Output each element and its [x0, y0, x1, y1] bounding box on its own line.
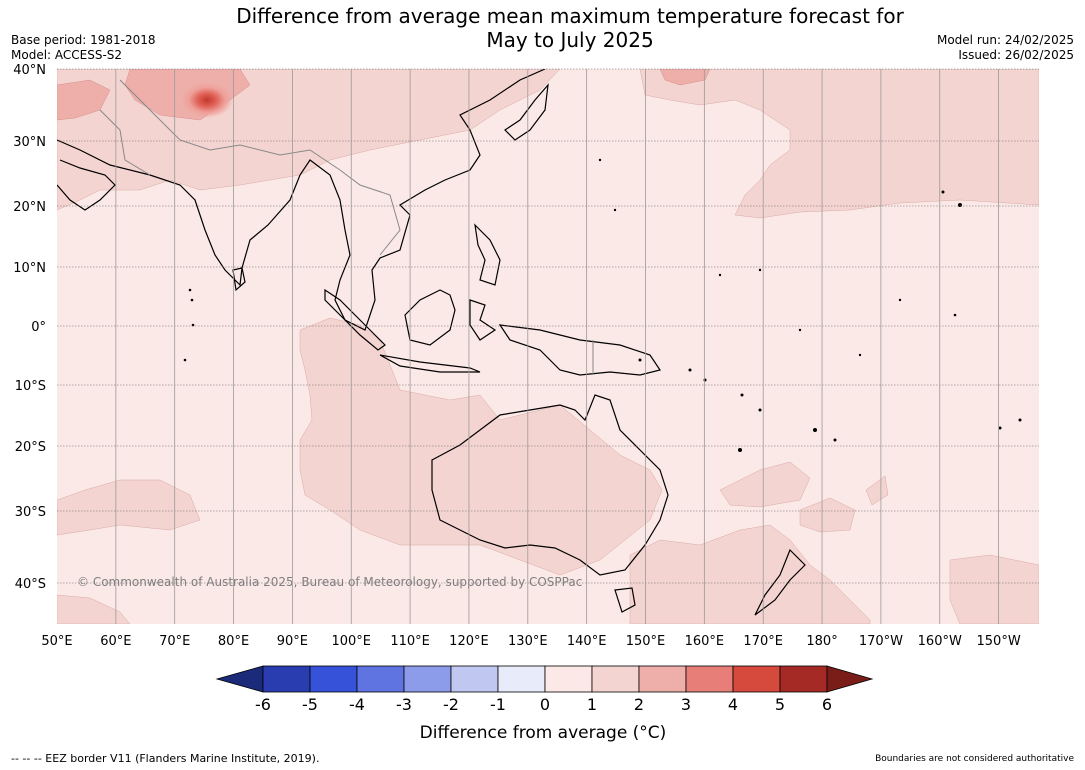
- colorbar-segment: [262, 665, 311, 693]
- lat-label: 30°N: [13, 135, 46, 150]
- colorbar-segment: [356, 665, 405, 693]
- copyright-watermark: © Commonwealth of Australia 2025, Bureau…: [77, 575, 582, 589]
- anomaly-1-2-north-pacific: [639, 69, 1039, 219]
- model-run: Model run: 24/02/2025: [936, 33, 1074, 47]
- anomaly-1-2-south-east-island: [865, 475, 889, 506]
- colorbar-segment: [309, 665, 358, 693]
- coast-sri-lanka: [232, 267, 246, 292]
- anomaly-2-3-north-pacific: [659, 69, 711, 86]
- colorbar-segment: [544, 665, 593, 693]
- colorbar-tick: 3: [681, 695, 691, 714]
- colorbar-label: Difference from average (°C): [420, 723, 667, 743]
- colorbar-tick: 5: [775, 695, 785, 714]
- anomaly-hotspot: [181, 82, 233, 118]
- map-area: © Commonwealth of Australia 2025, Bureau…: [57, 69, 1039, 624]
- colorbar-tick: -5: [302, 695, 318, 714]
- lat-label: 40°N: [13, 63, 46, 78]
- lon-label: 120°E: [449, 634, 489, 649]
- coast-new-zealand: [754, 548, 806, 616]
- pacific-islands: [183, 158, 1022, 452]
- boundaries-disclaimer: Boundaries are not considered authoritat…: [875, 754, 1074, 764]
- lat-label: 40°S: [15, 577, 46, 592]
- model-info: Base period: 1981-2018 Model: ACCESS-S2: [11, 33, 156, 63]
- lon-label: 170°W: [859, 634, 903, 649]
- eez-legend: -- -- -- EEZ border V11 (Flanders Marine…: [11, 752, 320, 765]
- lat-label: 20°S: [15, 440, 46, 455]
- lat-label: 30°S: [15, 505, 46, 520]
- coast-sumatra: [324, 288, 386, 351]
- colorbar-tick: -2: [443, 695, 459, 714]
- run-info: Model run: 24/02/2025 Issued: 26/02/2025: [937, 33, 1074, 63]
- issued-date: Issued: 26/02/2025: [958, 48, 1074, 62]
- anomaly-1-2-tasman: [629, 524, 871, 624]
- coastlines: [57, 69, 806, 616]
- lat-label: 0°: [31, 320, 46, 335]
- lon-label: 90°E: [277, 634, 308, 649]
- map-title: Difference from average mean maximum tem…: [0, 4, 1085, 52]
- colorbar-extend-low: [215, 665, 264, 693]
- title-line-1: Difference from average mean maximum tem…: [236, 4, 904, 28]
- coast-sulawesi: [469, 299, 497, 341]
- lat-label: 10°N: [13, 261, 46, 276]
- lat-label: 10°S: [15, 379, 46, 394]
- coast-japan: [504, 83, 549, 141]
- longitude-labels: 50°E 60°E 70°E 80°E 90°E 100°E 110°E 120°E 130°E…: [41, 634, 1020, 649]
- anomaly-1-2-south-pacific-b: [799, 497, 856, 533]
- lon-label: 160°W: [918, 634, 962, 649]
- lon-label: 80°E: [218, 634, 249, 649]
- coast-arabia: [57, 159, 116, 211]
- lon-label: 170°E: [743, 634, 783, 649]
- colorbar-segment: [638, 665, 687, 693]
- lat-label: 20°N: [13, 200, 46, 215]
- coast-new-guinea: [498, 324, 661, 376]
- colorbar-segment: [685, 665, 734, 693]
- colorbar-segment: [497, 665, 546, 693]
- colorbar-tick: 1: [587, 695, 597, 714]
- colorbar-tick: 4: [728, 695, 738, 714]
- colorbar-tick: 6: [822, 695, 832, 714]
- lon-label: 100°E: [331, 634, 371, 649]
- graticule: [57, 68, 1039, 624]
- colorbar-segment: [591, 665, 640, 693]
- lon-label: 140°E: [567, 634, 607, 649]
- colorbar-segment: [779, 665, 828, 693]
- lon-label: 60°E: [100, 634, 131, 649]
- coast-philippines: [474, 223, 501, 286]
- lon-label: 50°E: [41, 634, 72, 649]
- lon-label: 180°: [806, 634, 837, 649]
- colorbar-tick: -3: [396, 695, 412, 714]
- anomaly-1-2-south-pacific-a: [719, 461, 811, 508]
- lon-label: 150°W: [977, 634, 1021, 649]
- coast-borneo: [404, 289, 456, 346]
- anomaly-1-2-south-east: [949, 554, 1039, 624]
- lon-label: 160°E: [685, 634, 725, 649]
- colorbar-tick: 2: [634, 695, 644, 714]
- lon-label: 150°E: [626, 634, 666, 649]
- coast-australia: [431, 394, 669, 576]
- anomaly-1-2-south-west-corner: [57, 594, 131, 624]
- colorbar-segment: [450, 665, 499, 693]
- model-name: Model: ACCESS-S2: [11, 48, 123, 62]
- lon-label: 110°E: [390, 634, 430, 649]
- colorbar-extend-high: [826, 665, 874, 693]
- colorbar-segment: [403, 665, 452, 693]
- lon-label: 130°E: [508, 634, 548, 649]
- coast-india-asia: [57, 69, 546, 331]
- coast-tasmania: [614, 587, 636, 613]
- colorbar: -6 -5 -4 -3 -2 -1 0 1 2 3 4 5 6: [215, 665, 874, 714]
- colorbar-segment: [732, 665, 781, 693]
- colorbar-tick: 0: [540, 695, 550, 714]
- border-south-asia: [99, 109, 151, 176]
- lon-label: 70°E: [159, 634, 190, 649]
- colorbar-tick: -4: [349, 695, 365, 714]
- latitude-labels: 40°N 30°N 20°N 10°N 0° 10°S 20°S 30°S 40°S: [13, 63, 46, 592]
- colorbar-tick: -6: [255, 695, 271, 714]
- anomaly-1-2-south-west: [57, 479, 201, 536]
- base-period: Base period: 1981-2018: [11, 33, 156, 47]
- coast-java: [379, 354, 481, 373]
- title-line-2: May to July 2025: [486, 28, 654, 52]
- colorbar-tick: -1: [490, 695, 506, 714]
